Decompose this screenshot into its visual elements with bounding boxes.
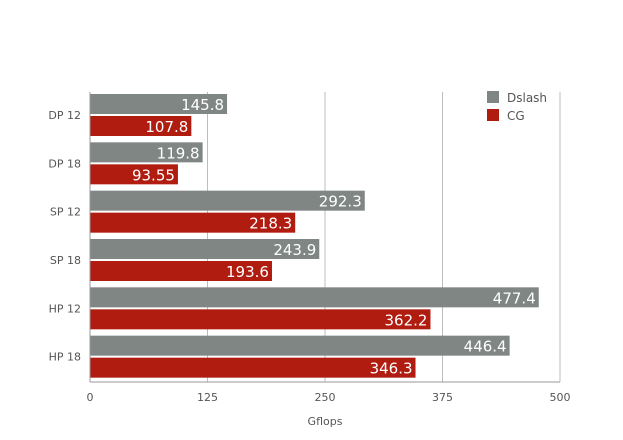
bar-cg (90, 309, 431, 330)
bar-dslash (90, 94, 228, 114)
legend-swatch (487, 91, 499, 103)
bar-value-label: 292.3 (319, 193, 362, 211)
grid (207, 92, 561, 382)
bar-value-label: 193.6 (226, 263, 269, 281)
bar-value-label: 145.8 (181, 96, 224, 114)
bar-cg (90, 164, 178, 185)
x-tick-label: 0 (87, 391, 94, 404)
bar-value-label: 346.3 (370, 360, 413, 378)
category-label: HP 18 (49, 351, 81, 364)
bar-dslash (90, 239, 320, 259)
legend-label: Dslash (507, 91, 547, 105)
bar-cg (90, 212, 296, 233)
x-tick-label: 125 (197, 391, 218, 404)
x-axis-title: Gflops (308, 415, 343, 428)
legend-swatch (487, 109, 499, 121)
category-label: SP 18 (50, 254, 81, 267)
legend-label: CG (507, 109, 525, 123)
bar-dslash (90, 335, 510, 356)
bar-value-label: 218.3 (249, 215, 292, 233)
category-label: HP 12 (49, 302, 81, 315)
bar-dslash (90, 190, 365, 211)
x-tick-label: 500 (550, 391, 571, 404)
bar-value-label: 477.4 (493, 289, 536, 307)
bar-cg (90, 116, 192, 136)
x-tick-label: 375 (432, 391, 453, 404)
category-label: DP 18 (48, 157, 81, 170)
legend: Dslash CG (487, 91, 547, 123)
bar-value-label: 362.2 (385, 311, 428, 329)
bar-dslash (90, 287, 539, 308)
bar-value-label: 107.8 (145, 118, 188, 136)
bar-dslash (90, 142, 203, 163)
bars: 145.8 107.8 119.8 93.55 292.3 218.3 243.9193.6… (90, 94, 539, 378)
x-tick-label: 250 (315, 391, 336, 404)
bar-value-label: 243.9 (273, 241, 316, 259)
category-label: SP 12 (50, 206, 81, 219)
bar-cg (90, 357, 416, 378)
bar-cg (90, 261, 272, 281)
bar-value-label: 446.4 (464, 338, 507, 356)
category-label: DP 12 (48, 109, 81, 122)
bar-value-label: 93.55 (132, 166, 175, 184)
axes: 0 125 250 375 500 DP 12 DP 18 SP 12 SP 18 HP 12 HP… (48, 92, 571, 404)
bar-value-label: 119.8 (157, 144, 200, 162)
